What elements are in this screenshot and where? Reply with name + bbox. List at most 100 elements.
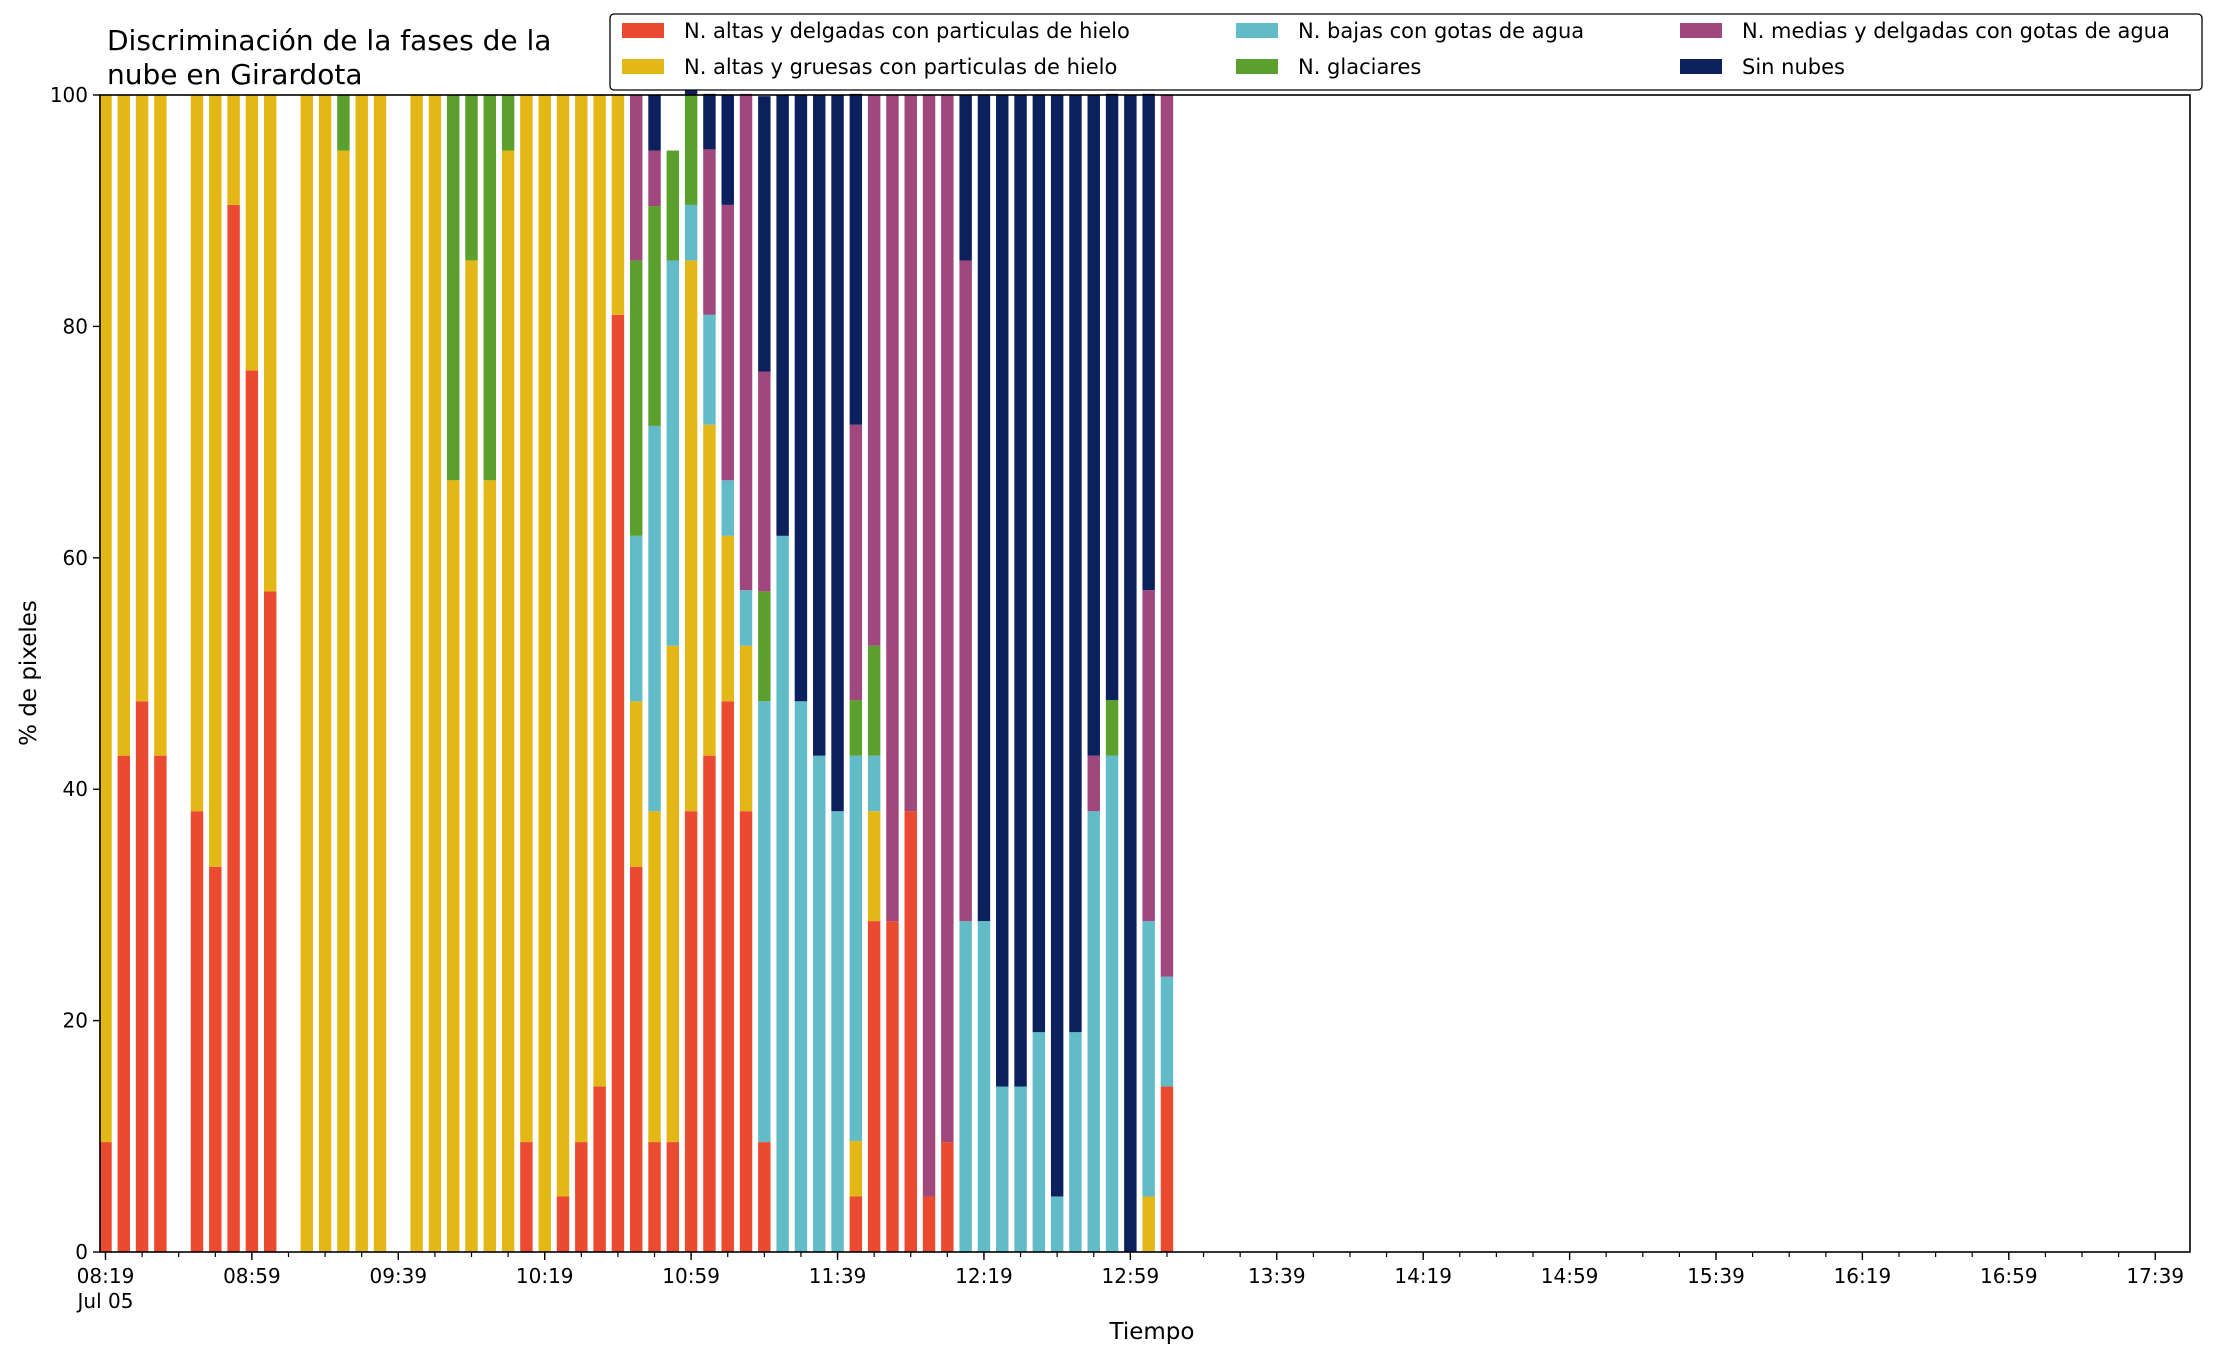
bar-segment-4-44 bbox=[904, 95, 917, 812]
bar-segment-1-3 bbox=[154, 95, 167, 756]
bar-segment-3-22 bbox=[501, 95, 515, 151]
legend-label-2: N. bajas con gotas de agua bbox=[1298, 19, 1584, 43]
bar-segment-2-31 bbox=[666, 260, 680, 646]
bar-segment-2-30 bbox=[648, 425, 661, 812]
bar-segment-4-34 bbox=[721, 204, 734, 481]
x-tick-label-12: 16:19 bbox=[1834, 1264, 1892, 1288]
bar-segment-4-58 bbox=[1160, 95, 1174, 977]
bar-segment-0-2 bbox=[135, 701, 149, 1252]
bar-segment-2-52 bbox=[1050, 1196, 1064, 1252]
legend: N. altas y delgadas con particulas de hi… bbox=[609, 13, 2203, 91]
bar-segment-2-49 bbox=[996, 1086, 1009, 1252]
bar-segment-1-5 bbox=[190, 95, 204, 812]
x-tick-label-2: 09:39 bbox=[369, 1264, 427, 1288]
bar-segment-2-48 bbox=[977, 921, 991, 1252]
bar-segment-2-58 bbox=[1160, 976, 1174, 1087]
legend-label-3: N. glaciares bbox=[1298, 55, 1421, 79]
bar-segment-2-37 bbox=[776, 535, 789, 1252]
bar-segment-2-53 bbox=[1069, 1032, 1082, 1252]
bar-segment-1-12 bbox=[318, 95, 332, 1252]
bar-segment-5-30 bbox=[648, 95, 661, 151]
bar-segment-1-21 bbox=[483, 480, 497, 1252]
bar-segment-1-23 bbox=[520, 95, 533, 1143]
bar-segment-0-45 bbox=[922, 1196, 936, 1252]
bar-segment-1-14 bbox=[355, 95, 368, 1252]
bar-segment-1-57 bbox=[1142, 1196, 1155, 1252]
bar-segment-0-36 bbox=[758, 1142, 771, 1252]
legend-label-5: Sin nubes bbox=[1742, 55, 1845, 79]
bar-segment-1-13 bbox=[337, 150, 350, 1252]
bar-segment-0-3 bbox=[154, 755, 167, 1252]
bar-segment-1-35 bbox=[739, 645, 753, 812]
axes-layer: 0 20 40 60 80 100 08:19 08:59 09:39 10:19 10:59 11:… bbox=[50, 83, 2184, 1313]
bar-segment-5-41 bbox=[849, 93, 863, 425]
bar-segment-5-48 bbox=[977, 95, 991, 922]
bar-segment-4-54 bbox=[1087, 755, 1100, 812]
y-tick-label-5: 100 bbox=[50, 83, 88, 107]
bar-segment-5-56 bbox=[1124, 95, 1137, 1252]
bar-segment-1-42 bbox=[867, 811, 881, 922]
bar-segment-2-51 bbox=[1032, 1032, 1046, 1252]
bar-segment-1-7 bbox=[227, 95, 240, 205]
bar-segment-0-27 bbox=[593, 1086, 606, 1252]
bar-segment-0-5 bbox=[190, 811, 204, 1252]
bar-segment-5-33 bbox=[703, 93, 716, 150]
bar-segment-2-47 bbox=[959, 921, 972, 1252]
bar-segment-4-45 bbox=[922, 95, 936, 1197]
bar-segment-1-25 bbox=[556, 95, 570, 1197]
bar-segment-2-33 bbox=[703, 314, 716, 425]
bar-segment-1-32 bbox=[684, 260, 698, 812]
legend-swatch-4 bbox=[1680, 23, 1722, 38]
bar-segment-0-29 bbox=[630, 866, 643, 1252]
bar-segment-1-0 bbox=[99, 95, 112, 1143]
bar-segment-5-34 bbox=[721, 95, 734, 205]
bar-segment-0-31 bbox=[666, 1142, 680, 1252]
x-tick-label-5: 11:39 bbox=[809, 1264, 867, 1288]
bar-segment-0-25 bbox=[556, 1196, 570, 1252]
bar-segment-3-32 bbox=[684, 95, 698, 205]
bar-segment-4-42 bbox=[867, 95, 881, 646]
bar-segment-1-22 bbox=[501, 150, 515, 1252]
legend-frame bbox=[609, 13, 2203, 91]
bar-segment-2-34 bbox=[721, 480, 734, 536]
bar-segment-3-19 bbox=[446, 95, 460, 481]
bar-segment-4-36 bbox=[758, 371, 771, 592]
legend-label-1: N. altas y gruesas con particulas de hie… bbox=[684, 55, 1117, 79]
bar-segment-0-35 bbox=[739, 811, 753, 1252]
bar-segment-1-20 bbox=[465, 260, 478, 1252]
bar-segment-4-46 bbox=[941, 95, 954, 1143]
bar-segment-0-46 bbox=[941, 1142, 954, 1252]
bar-segment-0-26 bbox=[575, 1142, 588, 1252]
x-tick-label-11: 15:39 bbox=[1687, 1264, 1745, 1288]
bar-segment-5-37 bbox=[776, 95, 789, 536]
bar-segment-0-41 bbox=[849, 1196, 863, 1252]
bar-segment-0-23 bbox=[520, 1142, 533, 1252]
x-tick-label-9: 14:19 bbox=[1394, 1264, 1452, 1288]
bar-segment-5-57 bbox=[1142, 93, 1155, 591]
bar-segment-0-34 bbox=[721, 701, 734, 1252]
bar-segment-5-54 bbox=[1087, 95, 1100, 756]
bar-segment-3-42 bbox=[867, 645, 881, 756]
bar-segment-1-26 bbox=[575, 95, 588, 1143]
legend-swatch-1 bbox=[622, 59, 664, 74]
bar-segment-0-6 bbox=[209, 866, 222, 1252]
bar-segment-5-39 bbox=[813, 95, 826, 756]
bars-layer bbox=[99, 39, 1174, 1253]
bar-segment-2-36 bbox=[758, 701, 771, 1143]
bar-segment-1-8 bbox=[245, 95, 259, 371]
bar-segment-0-7 bbox=[227, 204, 240, 1252]
bar-segment-2-54 bbox=[1087, 811, 1100, 1252]
bar-segment-1-15 bbox=[373, 95, 387, 1252]
y-tick-label-2: 40 bbox=[63, 777, 88, 801]
bar-segment-0-30 bbox=[648, 1142, 661, 1252]
bar-segment-1-17 bbox=[410, 95, 423, 1252]
bar-segment-3-30 bbox=[648, 206, 661, 426]
bar-segment-1-27 bbox=[593, 95, 606, 1087]
bar-segment-3-20 bbox=[465, 95, 478, 261]
bar-segment-3-55 bbox=[1105, 700, 1119, 756]
bar-segment-1-18 bbox=[428, 95, 442, 1252]
bar-segment-5-38 bbox=[794, 95, 808, 702]
legend-swatch-2 bbox=[1236, 23, 1278, 38]
bar-segment-4-41 bbox=[849, 424, 863, 701]
x-date-label: Jul 05 bbox=[76, 1289, 134, 1313]
